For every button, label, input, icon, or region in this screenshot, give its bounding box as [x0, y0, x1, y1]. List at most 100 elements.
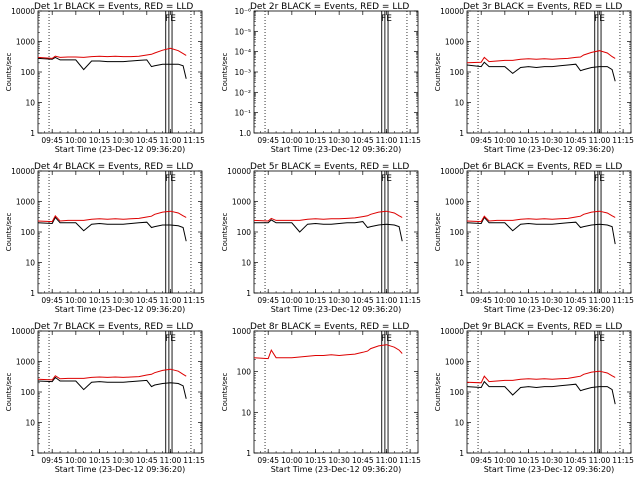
- y-tick-label: 10⁻⁵: [234, 27, 251, 36]
- lld-series-line: [253, 344, 403, 360]
- y-tick-label: 10000: [440, 7, 464, 16]
- lld-series-line: [37, 368, 187, 381]
- y-tick-label: 10⁻³: [234, 68, 251, 77]
- y-tick-label: 10⁻¹: [234, 109, 251, 118]
- x-tick-label: 09:45: [470, 456, 492, 465]
- x-tick-label: 10:45: [352, 296, 374, 305]
- fe-label-top: FE: [165, 14, 176, 24]
- y-tick-label: 100: [21, 388, 36, 397]
- lld-series-line: [253, 210, 403, 222]
- x-tick-label: 10:15: [518, 136, 540, 145]
- x-tick-label: 10:30: [541, 296, 563, 305]
- x-tick-label: 11:15: [612, 456, 634, 465]
- x-tick-label: 10:30: [112, 136, 134, 145]
- plot-frame: [37, 170, 203, 294]
- plot-frame: [253, 10, 419, 134]
- x-axis-label: Start Time (23-Dec-12 09:36:20): [271, 305, 402, 314]
- y-tick-label: 10000: [440, 167, 464, 176]
- x-tick-label: 09:45: [41, 136, 63, 145]
- y-axis-label: Counts/sec: [5, 53, 13, 92]
- y-tick-label: 1.0: [239, 129, 251, 138]
- x-tick-label: 11:15: [183, 296, 205, 305]
- x-tick-label: 10:15: [305, 136, 327, 145]
- x-tick-label: 10:45: [352, 456, 374, 465]
- y-axis-label: Counts/sec: [5, 213, 13, 252]
- y-tick-label: 10⁻⁶: [234, 7, 251, 16]
- x-tick-label: 11:00: [160, 296, 182, 305]
- y-tick-label: 1000: [445, 358, 464, 367]
- detector-panel: Det 1r BLACK = Events, RED = LLD 1 10 100 10…: [5, 2, 205, 154]
- plot-frame: [253, 170, 419, 294]
- panel-title: Det 7r BLACK = Events, RED = LLD: [34, 322, 193, 332]
- x-axis-label: Start Time (23-Dec-12 09:36:20): [55, 145, 186, 154]
- plot-frame: [37, 10, 203, 134]
- events-series-line: [254, 219, 403, 242]
- y-tick-label: 1000: [232, 198, 251, 207]
- x-tick-label: 10:30: [328, 136, 350, 145]
- x-axis-label: Start Time (23-Dec-12 09:36:20): [271, 145, 402, 154]
- x-tick-label: 11:15: [612, 296, 634, 305]
- x-tick-label: 11:00: [589, 456, 611, 465]
- lld-series-line: [466, 210, 616, 223]
- x-tick-label: 10:30: [328, 296, 350, 305]
- x-tick-label: 09:45: [257, 296, 279, 305]
- panel-title: Det 3r BLACK = Events, RED = LLD: [463, 2, 622, 12]
- panel-title: Det 8r BLACK = Events, RED = LLD: [250, 322, 409, 332]
- y-axis-label: Counts/sec: [434, 53, 442, 92]
- x-tick-label: 10:00: [281, 296, 303, 305]
- y-tick-label: 100: [21, 68, 36, 77]
- fe-label-top: FE: [381, 14, 392, 24]
- y-tick-label: 10000: [11, 7, 35, 16]
- lld-series-line: [466, 370, 616, 384]
- panel-title: Det 9r BLACK = Events, RED = LLD: [463, 322, 622, 332]
- x-tick-label: 09:45: [41, 296, 63, 305]
- plot-frame: [37, 330, 203, 454]
- panel-title: Det 2r BLACK = Events, RED = LLD: [250, 2, 409, 12]
- x-tick-label: 11:00: [376, 296, 398, 305]
- y-tick-label: 100: [450, 68, 465, 77]
- x-tick-label: 10:00: [65, 296, 87, 305]
- x-tick-label: 10:45: [565, 136, 587, 145]
- x-tick-label: 11:00: [589, 296, 611, 305]
- y-axis-label: Counts/sec: [221, 213, 229, 252]
- x-tick-label: 10:30: [112, 296, 134, 305]
- y-tick-label: 10: [25, 419, 35, 428]
- x-tick-label: 10:45: [565, 296, 587, 305]
- y-tick-label: 100: [450, 228, 465, 237]
- x-tick-label: 10:15: [305, 296, 327, 305]
- lld-series-line: [37, 47, 187, 59]
- detector-panel: Det 4r BLACK = Events, RED = LLD 1 10 100 10…: [5, 162, 205, 314]
- y-tick-label: 10000: [227, 167, 251, 176]
- y-axis-label: Counts/sec: [221, 373, 229, 412]
- x-tick-label: 10:15: [518, 296, 540, 305]
- panel-title: Det 4r BLACK = Events, RED = LLD: [34, 162, 193, 172]
- y-tick-label: 1000: [16, 358, 35, 367]
- y-tick-label: 10⁻²: [234, 88, 251, 97]
- y-tick-label: 100: [237, 228, 252, 237]
- x-tick-label: 10:15: [518, 456, 540, 465]
- x-axis-label: Start Time (23-Dec-12 09:36:20): [484, 465, 615, 474]
- x-tick-label: 11:15: [183, 136, 205, 145]
- x-tick-label: 11:00: [160, 456, 182, 465]
- x-tick-label: 09:45: [257, 136, 279, 145]
- detector-panel: Det 9r BLACK = Events, RED = LLD 1 10 100 10…: [434, 322, 634, 474]
- y-axis-label: Counts/sec: [434, 373, 442, 412]
- x-axis-label: Start Time (23-Dec-12 09:36:20): [55, 305, 186, 314]
- x-tick-label: 10:45: [136, 296, 158, 305]
- y-tick-label: 1000: [16, 38, 35, 47]
- fe-label-top: FE: [165, 334, 176, 344]
- y-tick-label: 10⁻⁴: [234, 48, 251, 57]
- y-tick-label: 1: [30, 289, 35, 298]
- x-tick-label: 09:45: [257, 456, 279, 465]
- x-tick-label: 10:30: [541, 456, 563, 465]
- y-tick-label: 10: [241, 259, 251, 268]
- fe-label-top: FE: [594, 174, 605, 184]
- x-tick-label: 11:00: [160, 136, 182, 145]
- x-tick-label: 11:15: [399, 136, 421, 145]
- panel-title: Det 6r BLACK = Events, RED = LLD: [463, 162, 622, 172]
- y-tick-label: 1000: [232, 327, 251, 336]
- y-tick-label: 1000: [16, 198, 35, 207]
- x-axis-label: Start Time (23-Dec-12 09:36:20): [484, 305, 615, 314]
- x-tick-label: 10:00: [281, 136, 303, 145]
- y-axis-label: Counts/sec: [221, 53, 229, 92]
